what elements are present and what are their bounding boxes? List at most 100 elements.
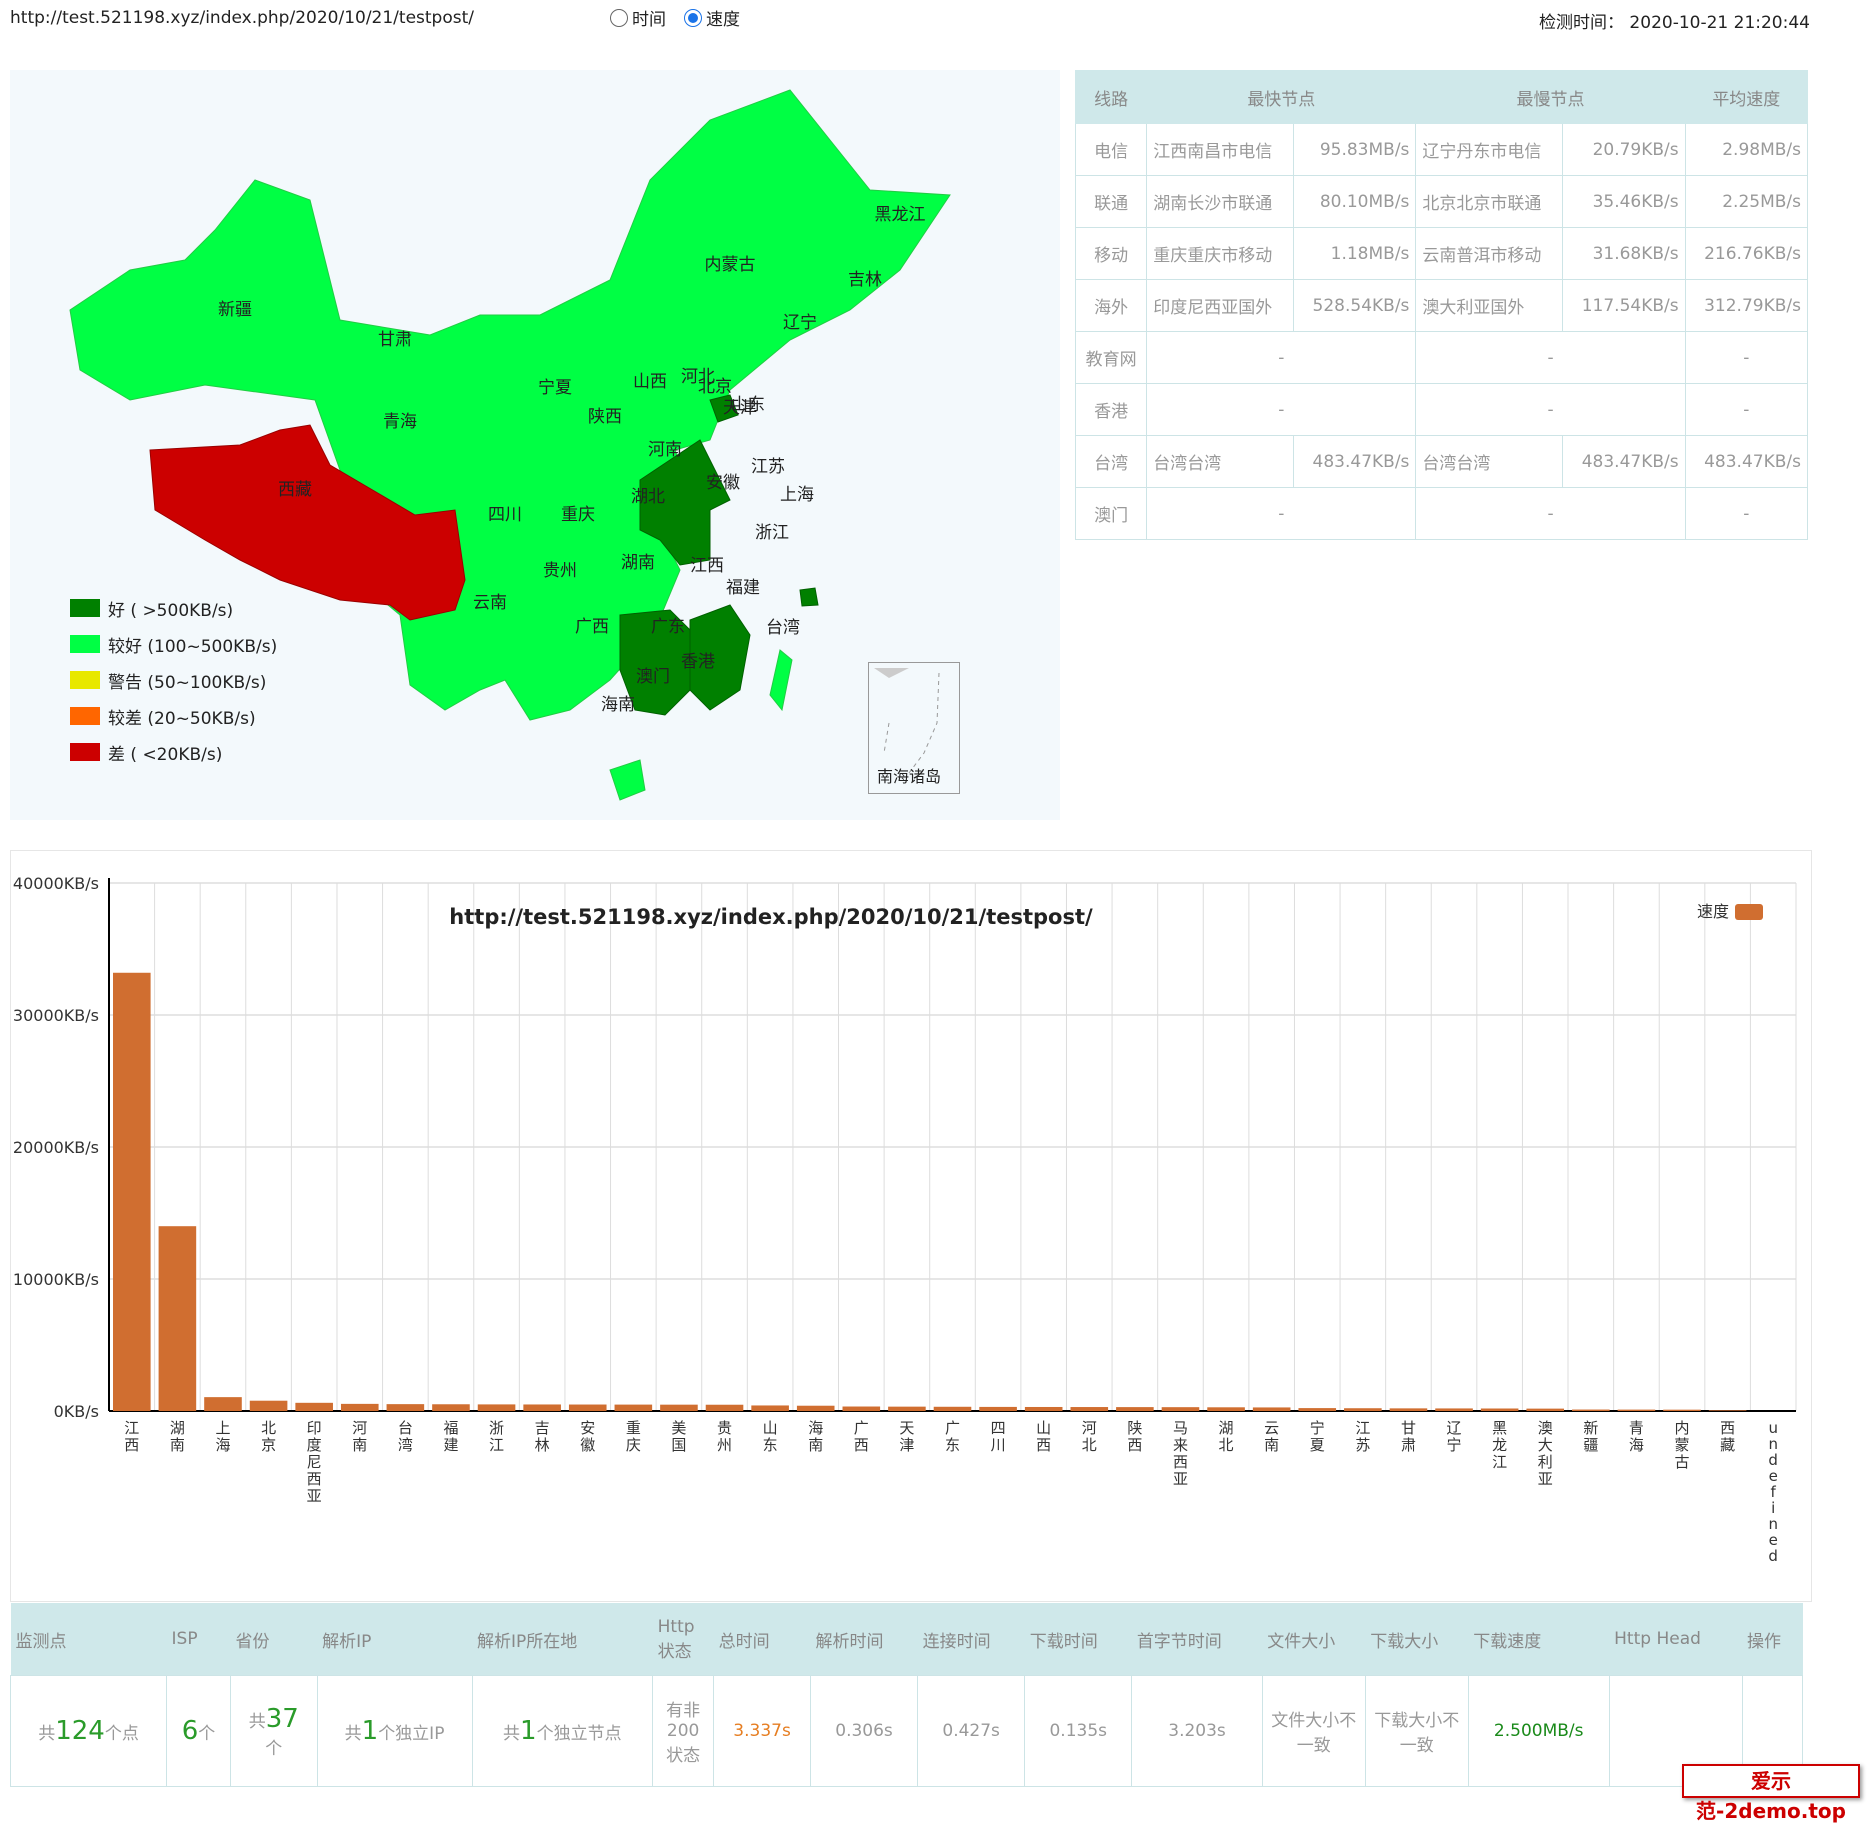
- bar[interactable]: [1024, 1406, 1063, 1411]
- map-region-taiwan[interactable]: [769, 649, 793, 712]
- province-label: 山东: [731, 395, 765, 415]
- bar[interactable]: [1207, 1407, 1245, 1411]
- bar[interactable]: [158, 1226, 197, 1411]
- prov-num: 37: [265, 1703, 299, 1734]
- loc-num: 1: [520, 1716, 537, 1746]
- map-region-hunan[interactable]: [619, 609, 691, 716]
- bar[interactable]: [842, 1406, 881, 1411]
- route-slow-name: 辽宁丹东市电信: [1415, 123, 1564, 176]
- bar[interactable]: [1572, 1409, 1610, 1411]
- bar[interactable]: [1344, 1408, 1382, 1411]
- legend-swatch: [70, 707, 100, 725]
- bar[interactable]: [1708, 1410, 1747, 1411]
- bar[interactable]: [340, 1403, 379, 1411]
- x-tick-label: 山东: [763, 1419, 778, 1454]
- route-line: 联通: [1074, 175, 1148, 228]
- radio-time[interactable]: 时间: [610, 5, 666, 30]
- map-region-hainan[interactable]: [609, 759, 646, 801]
- top-bar: http://test.521198.xyz/index.php/2020/10…: [0, 0, 1868, 38]
- radio-time-circle[interactable]: [610, 8, 628, 27]
- bar[interactable]: [933, 1406, 972, 1411]
- route-avg: -: [1684, 383, 1809, 436]
- legend-label: 警告 (50~100KB/s): [108, 672, 267, 693]
- bar[interactable]: [477, 1404, 516, 1411]
- isp-post: 个: [198, 1724, 216, 1744]
- chart-svg: 40000KB/s 30000KB/s 20000KB/s 10000KB/s 0KB/…: [13, 874, 1797, 1565]
- bar[interactable]: [249, 1400, 288, 1411]
- legend-label: 好 ( >500KB/s): [108, 600, 234, 621]
- bar[interactable]: [568, 1404, 607, 1411]
- stats-header-row: 监测点 ISP 省份 解析IP 解析IP所在地 Http状态 总时间 解析时间 连接时间 下载时间…: [10, 1603, 1803, 1676]
- bar[interactable]: [1617, 1409, 1656, 1411]
- route-fast-speed: -: [1146, 383, 1417, 436]
- bar[interactable]: [523, 1404, 561, 1411]
- map-region-henan[interactable]: [639, 439, 731, 566]
- province-label: 四川: [488, 505, 522, 525]
- x-tick-label: 黑龙江: [1492, 1419, 1507, 1471]
- x-tick-label: 河北: [1082, 1419, 1097, 1454]
- province-label: 福建: [726, 578, 760, 598]
- legend-item[interactable]: 较好 (100~500KB/s): [70, 626, 277, 662]
- x-tick-label: 内蒙古: [1675, 1419, 1690, 1471]
- bar[interactable]: [1663, 1409, 1701, 1411]
- bar[interactable]: [1526, 1408, 1565, 1411]
- legend-item[interactable]: 差 ( <20KB/s): [70, 734, 277, 770]
- x-tick-label: 北京: [261, 1419, 276, 1454]
- stats-table: 监测点 ISP 省份 解析IP 解析IP所在地 Http状态 总时间 解析时间 连接时间 下载时间…: [9, 1603, 1804, 1787]
- map-region-shanghai[interactable]: [799, 587, 819, 607]
- bar[interactable]: [1435, 1408, 1473, 1411]
- x-tick-label: 澳大利亚: [1538, 1419, 1553, 1488]
- bar[interactable]: [705, 1404, 744, 1411]
- province-label: 新疆: [218, 300, 252, 320]
- bar[interactable]: [751, 1405, 789, 1411]
- legend-item[interactable]: 警告 (50~100KB/s): [70, 662, 277, 698]
- bar[interactable]: [660, 1404, 698, 1411]
- legend-item[interactable]: 好 ( >500KB/s): [70, 590, 277, 626]
- bar[interactable]: [614, 1404, 653, 1411]
- prov-post: 个: [265, 1738, 283, 1759]
- prov-pre: 共: [248, 1711, 266, 1732]
- x-tick-label: 云南: [1264, 1419, 1279, 1454]
- map-region-xizang[interactable]: [149, 424, 466, 621]
- south-sea-svg: [874, 668, 940, 774]
- stats-header-cell: 解析IP: [317, 1603, 472, 1676]
- bar[interactable]: [113, 972, 151, 1411]
- province-label: 内蒙古: [705, 255, 756, 275]
- bar[interactable]: [1252, 1407, 1291, 1411]
- legend-series-swatch[interactable]: [1735, 904, 1763, 920]
- map-region-beijing[interactable]: [709, 394, 739, 423]
- legend-swatch: [70, 743, 100, 761]
- bar[interactable]: [888, 1406, 926, 1411]
- x-tick-label: 江西: [124, 1419, 139, 1454]
- province-label: 宁夏: [538, 378, 572, 398]
- stats-summary-row: 共124个点 6个 共37 个 共1个独立IP 共1个独立节点 有非200状态 3…: [9, 1675, 1804, 1787]
- radio-speed[interactable]: 速度: [684, 5, 740, 30]
- legend-item[interactable]: 较差 (20~50KB/s): [70, 698, 277, 734]
- bar[interactable]: [1298, 1408, 1337, 1411]
- bar[interactable]: [1389, 1408, 1428, 1411]
- x-tick-label: 海南: [808, 1419, 823, 1454]
- province-label: 海南: [601, 695, 635, 715]
- bar[interactable]: [1070, 1407, 1109, 1411]
- bar[interactable]: [1480, 1408, 1519, 1411]
- x-tick-label: 辽宁: [1447, 1419, 1462, 1454]
- bar[interactable]: [1116, 1407, 1154, 1411]
- bar[interactable]: [204, 1397, 242, 1411]
- province-label: 湖北: [631, 487, 665, 507]
- province-label: 北京: [698, 377, 732, 397]
- map-region-jiangxi[interactable]: [689, 604, 751, 711]
- route-fast-speed: 1.18MB/s: [1293, 227, 1417, 280]
- bar[interactable]: [796, 1405, 835, 1411]
- x-tick-label: 重庆: [626, 1419, 641, 1454]
- bar[interactable]: [1161, 1407, 1200, 1411]
- bar[interactable]: [432, 1404, 470, 1411]
- route-table-header: 线路 最快节点 最慢节点 平均速度: [1074, 70, 1809, 124]
- province-label: 河北: [681, 367, 715, 387]
- bar[interactable]: [386, 1404, 425, 1411]
- province-label: 广东: [651, 617, 685, 637]
- bar[interactable]: [979, 1406, 1017, 1411]
- cell-points: 共124个点: [9, 1675, 168, 1787]
- x-tick-label: 吉林: [535, 1419, 550, 1454]
- radio-speed-circle[interactable]: [684, 8, 702, 27]
- bar[interactable]: [295, 1402, 333, 1411]
